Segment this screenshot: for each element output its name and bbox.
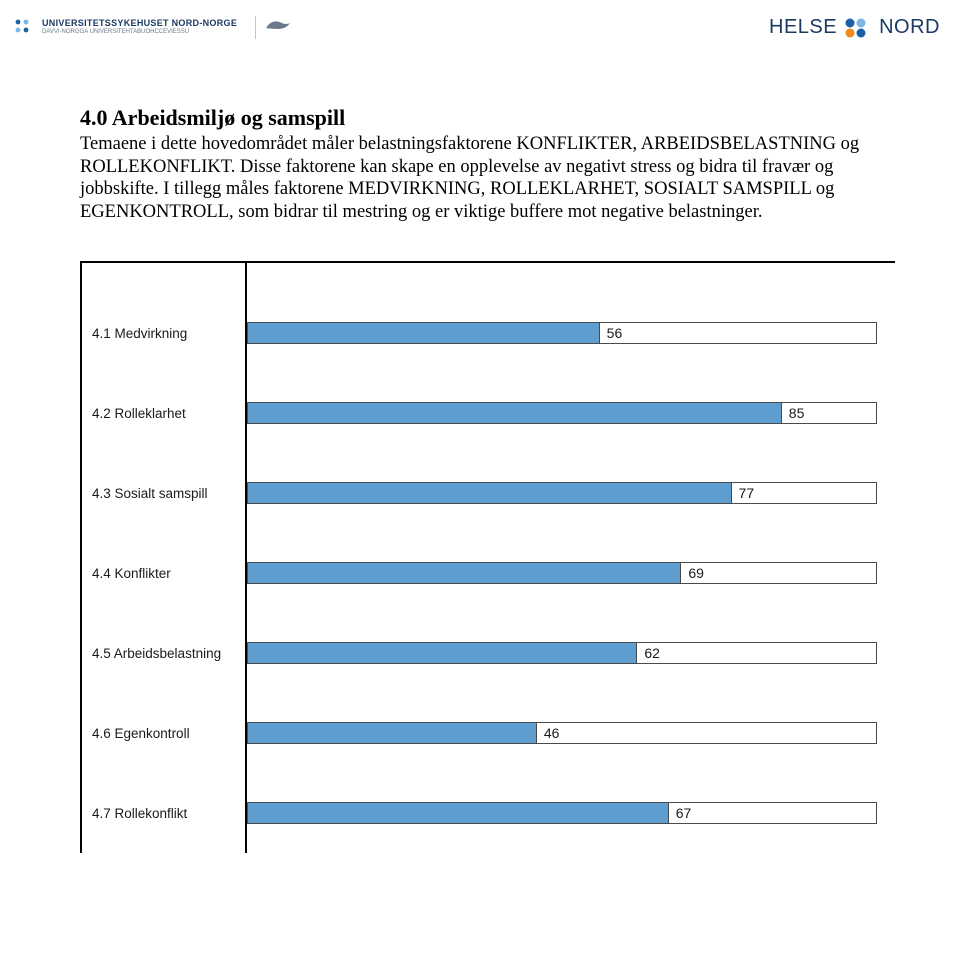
bar-label: 4.2 Rolleklarhet <box>82 406 247 421</box>
bar-label: 4.5 Arbeidsbelastning <box>82 646 247 661</box>
bar-track: 46 <box>247 722 877 744</box>
bar-row: 4.4 Konflikter 69 <box>82 533 895 613</box>
bar-track: 77 <box>247 482 877 504</box>
bar-track: 62 <box>247 642 877 664</box>
right-logo-right-text: NORD <box>879 16 940 39</box>
section-title: 4.0 Arbeidsmiljø og samspill <box>80 105 880 131</box>
bar-row: 4.5 Arbeidsbelastning 62 <box>82 613 895 693</box>
bar-row: 4.7 Rollekonflikt 67 <box>82 773 895 853</box>
right-logo: HELSE NORD <box>769 16 940 39</box>
right-logo-dots <box>843 16 873 38</box>
bar-value: 85 <box>789 405 805 421</box>
chart-y-axis <box>245 261 247 853</box>
left-logo-text: UNIVERSITETSSYKEHUSET NORD-NORGE DAVVI-N… <box>42 19 237 35</box>
bar-value: 46 <box>544 725 560 741</box>
bar-fill <box>248 803 669 823</box>
bar-row: 4.6 Egenkontroll 46 <box>82 693 895 773</box>
chart: 4.1 Medvirkning 56 4.2 Rolleklarhet 85 4.3 S… <box>80 261 880 853</box>
bar-value: 62 <box>644 645 660 661</box>
bar-track: 67 <box>247 802 877 824</box>
bar-fill <box>248 323 600 343</box>
bar-value: 67 <box>676 805 692 821</box>
bar-row: 4.2 Rolleklarhet 85 <box>82 373 895 453</box>
right-logo-left-text: HELSE <box>769 16 837 39</box>
bar-track: 69 <box>247 562 877 584</box>
bar-row: 4.1 Medvirkning 56 <box>82 293 895 373</box>
bar-track: 85 <box>247 402 877 424</box>
bar-label: 4.4 Konflikter <box>82 566 247 581</box>
bar-fill <box>248 643 637 663</box>
bird-icon <box>255 16 292 39</box>
bar-value: 56 <box>607 325 623 341</box>
bar-fill <box>248 483 732 503</box>
left-logo: UNIVERSITETSSYKEHUSET NORD-NORGE DAVVI-N… <box>12 16 292 39</box>
bar-fill <box>248 563 681 583</box>
section-body: Temaene i dette hovedområdet måler belas… <box>80 133 860 223</box>
bar-row: 4.3 Sosialt samspill 77 <box>82 453 895 533</box>
bar-label: 4.6 Egenkontroll <box>82 726 247 741</box>
bar-label: 4.7 Rollekonflikt <box>82 806 247 821</box>
hospital-logo-icon <box>12 16 34 38</box>
chart-frame: 4.1 Medvirkning 56 4.2 Rolleklarhet 85 4.3 S… <box>80 261 895 853</box>
bar-track: 56 <box>247 322 877 344</box>
left-logo-sub: DAVVI-NORGGA UNIVERSITEHTABUOHCCEVIESSU <box>42 29 237 35</box>
page-header: UNIVERSITETSSYKEHUSET NORD-NORGE DAVVI-N… <box>0 0 960 50</box>
bar-value: 77 <box>739 485 755 501</box>
bar-fill <box>248 403 782 423</box>
bar-label: 4.3 Sosialt samspill <box>82 486 247 501</box>
content: 4.0 Arbeidsmiljø og samspill Temaene i d… <box>0 50 960 853</box>
bar-value: 69 <box>688 565 704 581</box>
bar-label: 4.1 Medvirkning <box>82 326 247 341</box>
bar-fill <box>248 723 537 743</box>
left-logo-main: UNIVERSITETSSYKEHUSET NORD-NORGE <box>42 19 237 28</box>
